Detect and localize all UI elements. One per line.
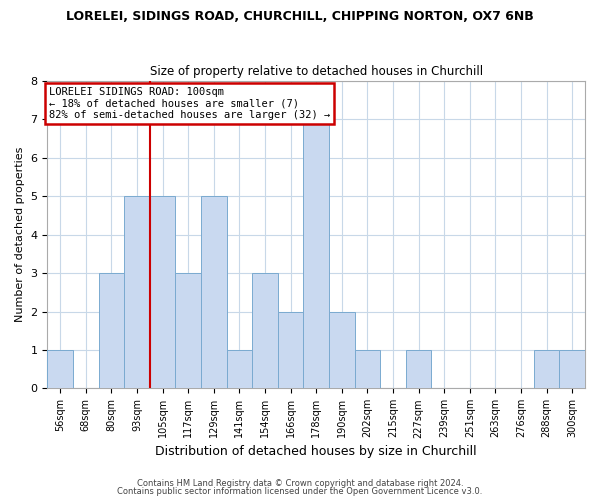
Bar (406, 350, 431, 389)
Title: Size of property relative to detached houses in Churchill: Size of property relative to detached ho… (149, 66, 483, 78)
Bar (227, 350, 252, 389)
Text: LORELEI, SIDINGS ROAD, CHURCHILL, CHIPPING NORTON, OX7 6NB: LORELEI, SIDINGS ROAD, CHURCHILL, CHIPPI… (66, 10, 534, 23)
Bar (534, 350, 559, 389)
Text: Contains HM Land Registry data © Crown copyright and database right 2024.: Contains HM Land Registry data © Crown c… (137, 478, 463, 488)
Text: LORELEI SIDINGS ROAD: 100sqm
← 18% of detached houses are smaller (7)
82% of sem: LORELEI SIDINGS ROAD: 100sqm ← 18% of de… (49, 87, 330, 120)
Bar (329, 312, 355, 388)
X-axis label: Distribution of detached houses by size in Churchill: Distribution of detached houses by size … (155, 444, 477, 458)
Bar (252, 273, 278, 388)
Bar (124, 196, 150, 388)
Bar (175, 273, 201, 388)
Bar (98, 273, 124, 388)
Bar (559, 350, 585, 389)
Bar (47, 350, 73, 389)
Bar (355, 350, 380, 389)
Text: Contains public sector information licensed under the Open Government Licence v3: Contains public sector information licen… (118, 487, 482, 496)
Bar (201, 196, 227, 388)
Bar (278, 312, 304, 388)
Bar (304, 120, 329, 388)
Y-axis label: Number of detached properties: Number of detached properties (15, 147, 25, 322)
Bar (150, 196, 175, 388)
